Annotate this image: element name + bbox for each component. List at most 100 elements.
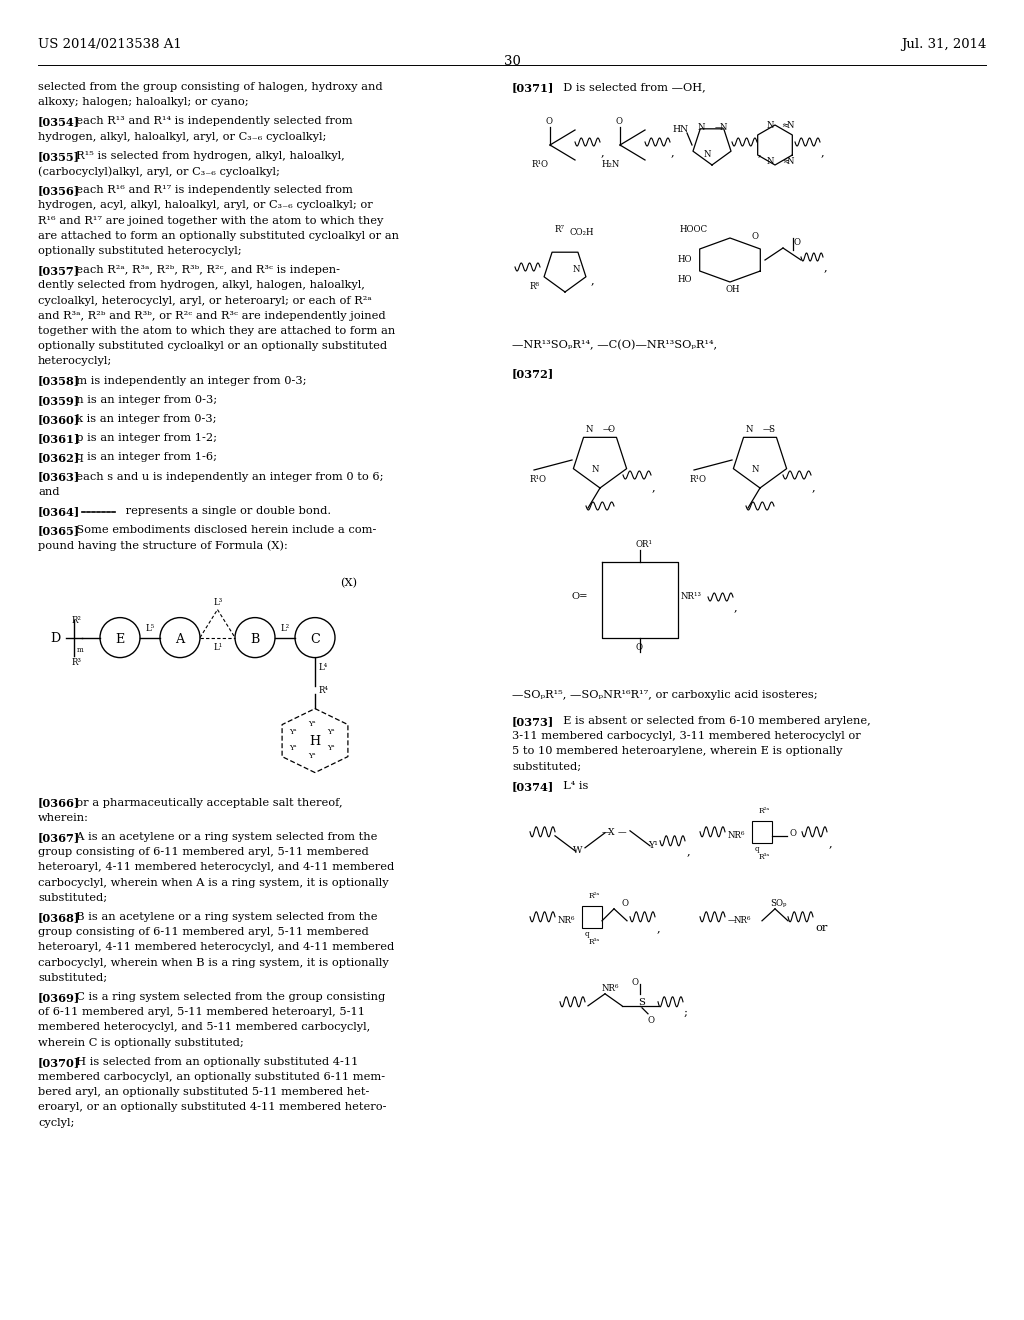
- Text: heteroaryl, 4-11 membered heterocyclyl, and 4-11 membered: heteroaryl, 4-11 membered heterocyclyl, …: [38, 942, 394, 953]
- Text: carbocyclyl, wherein when A is a ring system, it is optionally: carbocyclyl, wherein when A is a ring sy…: [38, 878, 389, 887]
- Text: L⁵: L⁵: [146, 623, 156, 632]
- Text: [0359]: [0359]: [38, 395, 80, 405]
- Text: —: —: [602, 828, 610, 837]
- Text: W: W: [573, 846, 583, 855]
- Text: O=: O=: [572, 591, 589, 601]
- Text: —SOₚR¹⁵, —SOₚNR¹⁶R¹⁷, or carboxylic acid isosteres;: —SOₚR¹⁵, —SOₚNR¹⁶R¹⁷, or carboxylic acid…: [512, 690, 817, 700]
- Text: R¹⁶ and R¹⁷ are joined together with the atom to which they: R¹⁶ and R¹⁷ are joined together with the…: [38, 215, 383, 226]
- Text: membered carbocyclyl, an optionally substituted 6-11 mem-: membered carbocyclyl, an optionally subs…: [38, 1072, 385, 1082]
- Text: membered heterocyclyl, and 5-11 membered carbocyclyl,: membered heterocyclyl, and 5-11 membered…: [38, 1023, 371, 1032]
- Text: k is an integer from 0-3;: k is an integer from 0-3;: [70, 414, 217, 424]
- Text: O: O: [622, 899, 629, 908]
- Text: (carbocyclyl)alkyl, aryl, or C₃₋₆ cycloalkyl;: (carbocyclyl)alkyl, aryl, or C₃₋₆ cycloa…: [38, 166, 280, 177]
- Text: represents a single or double bond.: represents a single or double bond.: [122, 506, 331, 516]
- Text: N: N: [752, 465, 760, 474]
- Text: ≈: ≈: [781, 121, 788, 129]
- Text: [0373]: [0373]: [512, 715, 554, 727]
- Text: ,: ,: [601, 147, 604, 157]
- Text: O: O: [545, 117, 552, 125]
- Text: [0357]: [0357]: [38, 265, 80, 276]
- Text: —: —: [603, 425, 611, 434]
- Text: NR⁶: NR⁶: [558, 916, 575, 925]
- Text: [0362]: [0362]: [38, 453, 80, 463]
- Text: substituted;: substituted;: [38, 973, 108, 983]
- Text: L⁴: L⁴: [319, 663, 328, 672]
- Text: SOₚ: SOₚ: [770, 899, 786, 908]
- Text: heteroaryl, 4-11 membered heterocyclyl, and 4-11 membered: heteroaryl, 4-11 membered heterocyclyl, …: [38, 862, 394, 873]
- Text: E is absent or selected from 6-10 membered arylene,: E is absent or selected from 6-10 member…: [556, 715, 870, 726]
- Text: L¹: L¹: [213, 643, 223, 652]
- Text: q: q: [755, 845, 760, 853]
- Text: [0365]: [0365]: [38, 525, 80, 536]
- Text: [0374]: [0374]: [512, 781, 554, 792]
- Text: O: O: [608, 425, 615, 434]
- Text: 3-11 membered carbocyclyl, 3-11 membered heterocyclyl or: 3-11 membered carbocyclyl, 3-11 membered…: [512, 731, 861, 742]
- Text: Y¹: Y¹: [648, 841, 657, 850]
- Text: O: O: [632, 978, 639, 987]
- Text: R³ᵃ: R³ᵃ: [759, 853, 770, 861]
- Text: Jul. 31, 2014: Jul. 31, 2014: [901, 38, 986, 51]
- Text: [0371]: [0371]: [512, 82, 554, 92]
- Text: each R¹³ and R¹⁴ is independently selected from: each R¹³ and R¹⁴ is independently select…: [70, 116, 353, 127]
- Text: selected from the group consisting of halogen, hydroxy and: selected from the group consisting of ha…: [38, 82, 383, 92]
- Text: pound having the structure of Formula (X):: pound having the structure of Formula (X…: [38, 540, 288, 550]
- Text: ,: ,: [652, 482, 655, 492]
- Text: each R¹⁶ and R¹⁷ is independently selected from: each R¹⁶ and R¹⁷ is independently select…: [70, 185, 353, 195]
- Text: 5 to 10 membered heteroarylene, wherein E is optionally: 5 to 10 membered heteroarylene, wherein …: [512, 746, 843, 756]
- Text: NR⁶: NR⁶: [602, 983, 620, 993]
- Text: wherein C is optionally substituted;: wherein C is optionally substituted;: [38, 1038, 244, 1048]
- Text: group consisting of 6-11 membered aryl, 5-11 membered: group consisting of 6-11 membered aryl, …: [38, 847, 369, 857]
- Text: ,: ,: [812, 482, 816, 492]
- Text: [0363]: [0363]: [38, 471, 80, 483]
- Text: cyclyl;: cyclyl;: [38, 1118, 75, 1127]
- Text: [0367]: [0367]: [38, 832, 80, 843]
- Bar: [752, 821, 772, 842]
- Text: L⁴ is: L⁴ is: [556, 781, 589, 791]
- Text: R³ᵃ: R³ᵃ: [589, 937, 600, 946]
- Text: H is selected from an optionally substituted 4-11: H is selected from an optionally substit…: [70, 1057, 358, 1067]
- Text: optionally substituted cycloalkyl or an optionally substituted: optionally substituted cycloalkyl or an …: [38, 341, 387, 351]
- Text: —: —: [763, 425, 772, 434]
- Text: E: E: [116, 632, 125, 645]
- Text: group consisting of 6-11 membered aryl, 5-11 membered: group consisting of 6-11 membered aryl, …: [38, 927, 369, 937]
- Text: ≈: ≈: [782, 157, 790, 166]
- Text: NR⁶: NR⁶: [728, 830, 745, 840]
- Text: R¹O: R¹O: [530, 475, 547, 484]
- Text: HN: HN: [672, 125, 688, 135]
- Text: Some embodiments disclosed herein include a com-: Some embodiments disclosed herein includ…: [70, 525, 377, 535]
- Text: ,: ,: [758, 147, 762, 157]
- Text: NR¹³: NR¹³: [681, 591, 702, 601]
- Text: B: B: [251, 632, 260, 645]
- Text: heterocyclyl;: heterocyclyl;: [38, 356, 113, 367]
- Text: N: N: [767, 121, 774, 129]
- Text: N: N: [746, 425, 754, 434]
- Text: R¹O: R¹O: [532, 160, 549, 169]
- Text: HO: HO: [678, 255, 692, 264]
- Text: R¹O: R¹O: [690, 475, 707, 484]
- Text: N: N: [573, 265, 581, 275]
- Text: O: O: [635, 643, 642, 652]
- Text: together with the atom to which they are attached to form an: together with the atom to which they are…: [38, 326, 395, 337]
- Text: R²ᵃ: R²ᵃ: [759, 807, 770, 814]
- Text: R⁸: R⁸: [530, 282, 540, 290]
- Text: N: N: [767, 157, 774, 166]
- Text: [0358]: [0358]: [38, 376, 80, 387]
- Text: —NR¹³SOₚR¹⁴, —C(O)—NR¹³SOₚR¹⁴,: —NR¹³SOₚR¹⁴, —C(O)—NR¹³SOₚR¹⁴,: [512, 341, 717, 350]
- Text: R²: R²: [72, 615, 82, 624]
- Text: R¹⁵ is selected from hydrogen, alkyl, haloalkyl,: R¹⁵ is selected from hydrogen, alkyl, ha…: [70, 150, 345, 161]
- Text: A: A: [175, 632, 184, 645]
- Text: each s and u is independently an integer from 0 to 6;: each s and u is independently an integer…: [70, 471, 384, 482]
- Text: hydrogen, acyl, alkyl, haloalkyl, aryl, or C₃₋₆ cycloalkyl; or: hydrogen, acyl, alkyl, haloalkyl, aryl, …: [38, 201, 373, 210]
- Text: N: N: [720, 123, 727, 132]
- Text: —: —: [618, 828, 627, 837]
- Text: wherein:: wherein:: [38, 813, 89, 822]
- Text: N: N: [705, 150, 712, 158]
- Text: cycloalkyl, heterocyclyl, aryl, or heteroaryl; or each of R²ᵃ: cycloalkyl, heterocyclyl, aryl, or heter…: [38, 296, 372, 306]
- Text: carbocyclyl, wherein when B is a ring system, it is optionally: carbocyclyl, wherein when B is a ring sy…: [38, 957, 389, 968]
- Text: [0372]: [0372]: [512, 368, 554, 379]
- Text: CO₂H: CO₂H: [570, 228, 595, 238]
- Text: H: H: [309, 735, 321, 747]
- Text: [0368]: [0368]: [38, 912, 80, 923]
- Text: D: D: [50, 631, 60, 644]
- Text: substituted;: substituted;: [512, 762, 582, 772]
